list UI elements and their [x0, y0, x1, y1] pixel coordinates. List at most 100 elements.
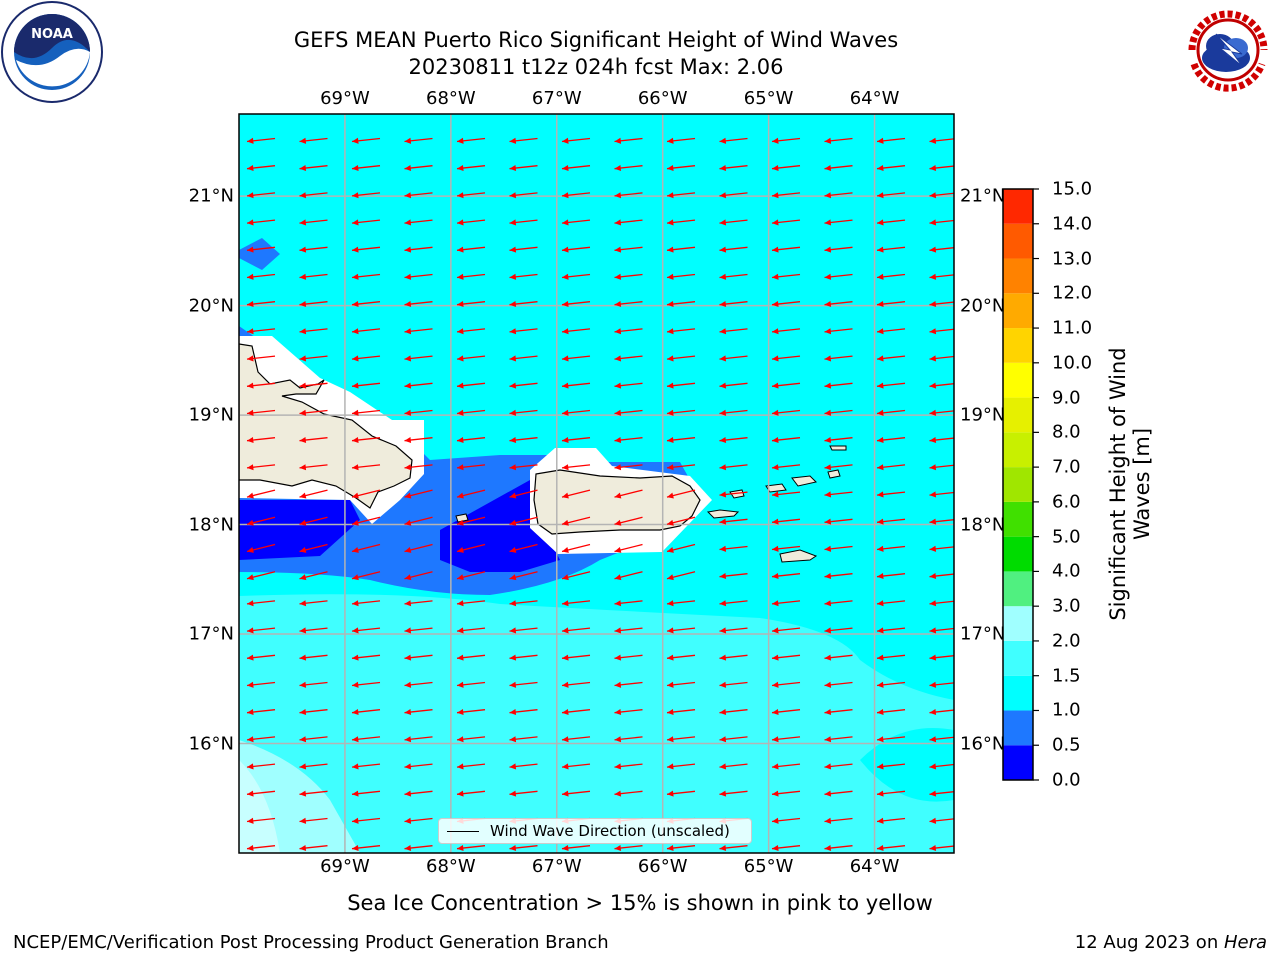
- wave-arrow: [509, 137, 538, 144]
- wave-arrow: [719, 409, 748, 416]
- wave-arrow: [876, 464, 906, 471]
- wave-arrow: [299, 301, 328, 308]
- wave-arrow: [299, 790, 328, 797]
- wave-arrow: [929, 491, 954, 498]
- wave-arrow: [246, 192, 276, 199]
- wave-arrow: [666, 246, 696, 253]
- wave-arrow: [299, 464, 328, 471]
- wave-arrow: [561, 709, 591, 716]
- wave-arrow: [351, 165, 381, 172]
- wave-arrow: [561, 489, 591, 499]
- longitude-tick-label: 64°W: [849, 856, 900, 877]
- wave-arrow: [351, 543, 381, 553]
- wave-arrow: [614, 273, 643, 280]
- latitude-tick-label: 21°N: [188, 185, 234, 207]
- wave-arrow: [614, 681, 643, 688]
- longitude-tick-label: 64°W: [849, 88, 900, 109]
- wave-arrow: [719, 600, 748, 607]
- wave-arrow: [719, 790, 748, 797]
- wave-arrow: [824, 137, 853, 144]
- wave-arrow: [719, 736, 748, 743]
- wave-arrow: [666, 654, 696, 661]
- wave-arrow: [771, 491, 801, 498]
- wave-arrow: [824, 273, 853, 280]
- wave-arrow: [876, 790, 906, 797]
- wave-arrow: [771, 382, 801, 389]
- colorbar-tick-label: 14.0: [1052, 213, 1093, 235]
- wave-arrow: [561, 355, 591, 362]
- wave-arrow: [824, 817, 853, 824]
- wave-arrow: [246, 437, 276, 444]
- colorbar-segment: [1003, 362, 1033, 398]
- wave-arrow: [719, 627, 748, 634]
- wave-arrow: [351, 246, 381, 253]
- colorbar-tick-label: 6.0: [1052, 491, 1081, 513]
- wave-arrow: [929, 246, 954, 253]
- wave-arrow: [246, 165, 276, 172]
- wave-arrow: [666, 355, 696, 362]
- wave-arrow: [666, 571, 696, 581]
- wave-arrow: [561, 543, 591, 553]
- wave-arrow: [719, 518, 748, 525]
- wave-arrow: [771, 301, 801, 308]
- wave-arrow: [561, 409, 591, 416]
- colorbar-tick-label: 1.0: [1052, 699, 1081, 721]
- wave-arrow: [666, 165, 696, 172]
- wave-arrow: [719, 845, 748, 852]
- wave-arrow: [876, 491, 906, 498]
- wave-arrow: [299, 763, 328, 770]
- wave-arrow: [771, 409, 801, 416]
- wave-arrow: [824, 328, 853, 335]
- wave-arrow: [351, 681, 381, 688]
- wave-arrow: [876, 219, 906, 226]
- wave-arrow: [561, 681, 591, 688]
- wave-arrow: [824, 600, 853, 607]
- wave-arrow: [351, 571, 381, 581]
- wave-arrow: [509, 571, 538, 581]
- wave-arrow: [509, 246, 538, 253]
- wave-arrow: [351, 489, 381, 499]
- wave-arrow: [771, 355, 801, 362]
- wave-arrow: [876, 681, 906, 688]
- wave-arrow: [299, 600, 328, 607]
- wave-arrow: [456, 437, 486, 444]
- wave-arrow: [614, 571, 643, 581]
- wave-arrow: [666, 845, 696, 852]
- wave-arrow: [929, 545, 954, 552]
- wave-arrow: [351, 192, 381, 199]
- wave-arrow: [929, 382, 954, 389]
- wave-arrow: [509, 273, 538, 280]
- footer-date-text: 12 Aug 2023 on: [1074, 932, 1224, 953]
- wave-arrow: [719, 573, 748, 580]
- wave-arrow: [456, 571, 486, 581]
- wave-arrow: [456, 409, 486, 416]
- wave-arrow: [824, 681, 853, 688]
- wave-arrow: [719, 137, 748, 144]
- wave-arrow: [351, 328, 381, 335]
- colorbar-segment: [1003, 675, 1033, 711]
- latitude-tick-label: 18°N: [960, 514, 1006, 536]
- wave-arrow: [299, 409, 328, 416]
- wave-arrow: [929, 627, 954, 634]
- wave-arrow: [404, 627, 433, 634]
- wave-arrow: [561, 137, 591, 144]
- wave-arrow: [509, 355, 538, 362]
- wave-arrow: [719, 273, 748, 280]
- wave-arrow: [299, 328, 328, 335]
- wave-arrow: [771, 763, 801, 770]
- wave-arrow: [614, 790, 643, 797]
- wave-arrow: [456, 137, 486, 144]
- wave-arrow: [456, 845, 486, 852]
- colorbar-segment: [1003, 710, 1033, 746]
- wave-arrow: [876, 573, 906, 580]
- wave-arrow: [246, 817, 276, 824]
- wave-arrow: [509, 516, 538, 526]
- wave-arrow: [246, 246, 276, 253]
- wave-arrow: [299, 543, 328, 553]
- wave-arrow: [719, 165, 748, 172]
- wave-arrow: [666, 328, 696, 335]
- wave-arrow: [876, 709, 906, 716]
- wave-arrow: [614, 543, 643, 553]
- wave-arrow: [404, 845, 433, 852]
- wave-arrow: [299, 355, 328, 362]
